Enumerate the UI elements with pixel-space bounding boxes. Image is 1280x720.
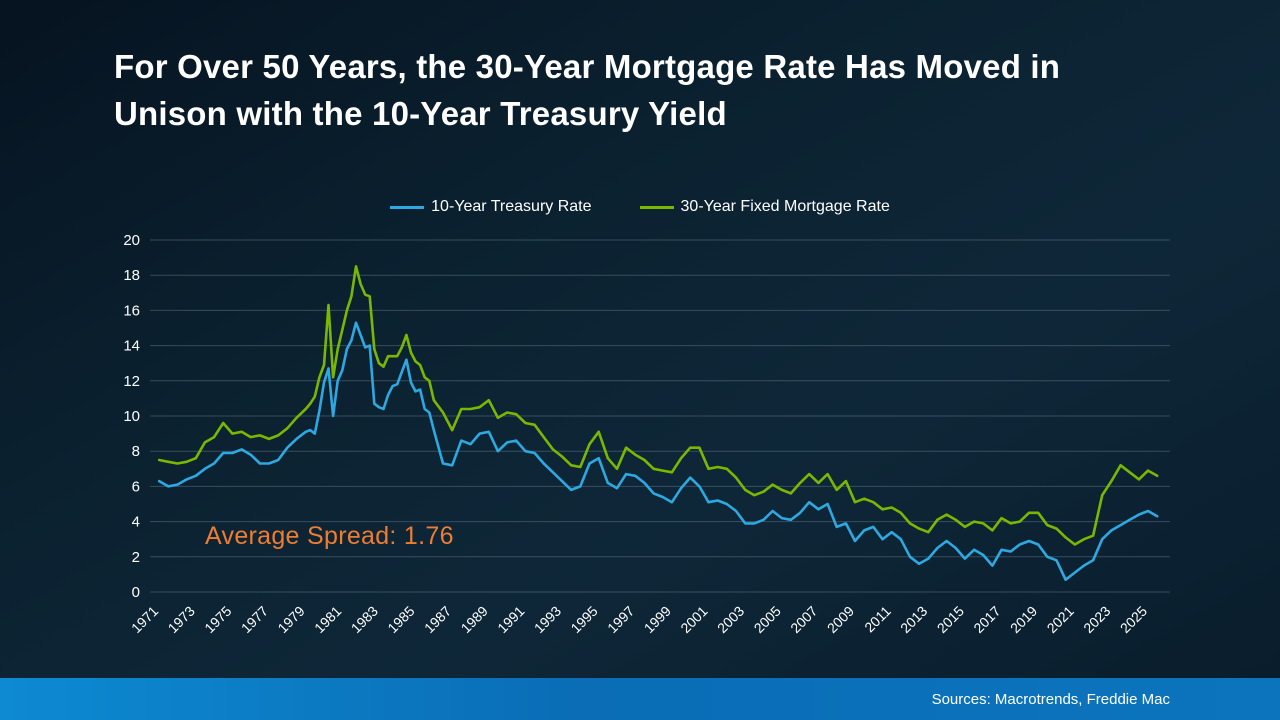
x-axis-tick-label: 1995 [567,603,600,636]
y-axis-tick-label: 8 [132,443,140,460]
y-axis-tick-label: 2 [132,549,140,566]
y-axis-tick-label: 12 [123,373,140,390]
x-axis-tick-label: 2005 [751,603,784,636]
x-axis-tick-label: 2023 [1080,603,1113,636]
x-axis-tick-label: 1997 [604,603,637,636]
y-axis-tick-label: 10 [123,408,140,425]
x-axis-tick-label: 1977 [238,603,271,636]
x-axis-tick-label: 2011 [861,603,894,636]
y-axis-tick-label: 4 [132,514,140,531]
x-axis-tick-label: 1985 [384,603,417,636]
x-axis-tick-label: 1989 [458,603,491,636]
y-axis-tick-label: 16 [123,302,140,319]
y-axis-tick-label: 0 [132,584,140,601]
legend-item-mortgage: 30-Year Fixed Mortgage Rate [639,198,890,216]
treasury-line-swatch [390,205,425,209]
x-axis-tick-label: 2025 [1117,603,1150,636]
y-axis-tick-label: 18 [123,267,140,284]
x-axis-tick-label: 2019 [1007,603,1040,636]
x-axis-tick-label: 1979 [274,603,307,636]
x-axis-tick-label: 2009 [824,603,857,636]
x-axis-tick-label: 2015 [934,603,967,636]
x-axis-tick-label: 1993 [531,603,564,636]
x-axis-tick-label: 1983 [348,603,381,636]
average-spread-annotation: Average Spread: 1.76 [205,522,454,550]
x-axis-tick-label: 2017 [970,603,1003,636]
line-chart: 0 2 4 6 8 10 12 14 16 18 20 1971 1973 1975 1977 1979 198… [100,228,1180,648]
x-axis-tick-label: 1987 [421,603,454,636]
x-axis-tick-label: 2021 [1044,603,1077,636]
x-axis-tick-label: 1973 [165,603,198,636]
legend-label-treasury: 10-Year Treasury Rate [431,198,592,215]
x-axis-tick-label: 1981 [311,603,344,636]
x-axis-tick-label: 2007 [787,603,820,636]
series-line-treasury [157,321,1159,582]
x-axis-tick-label: 2013 [897,603,930,636]
x-axis-tick-label: 1999 [641,603,674,636]
page-title: For Over 50 Years, the 30-Year Mortgage … [114,48,1061,132]
chart-legend: 10-Year Treasury Rate 30-Year Fixed Mort… [0,198,1280,216]
x-axis-tick-label: 1971 [128,603,161,636]
y-axis-tick-label: 6 [132,478,140,495]
footer-bar: Sources: Macrotrends, Freddie Mac [0,678,1280,720]
x-axis-tick-label: 1991 [494,603,527,636]
x-axis-tick-label: 1975 [201,603,234,636]
mortgage-line-swatch [639,205,674,209]
x-axis-tick-label: 2003 [714,603,747,636]
sources-note: Sources: Macrotrends, Freddie Mac [931,690,1170,708]
series-line-mortgage [157,265,1159,546]
x-axis-tick-label: 2001 [677,603,710,636]
legend-item-treasury: 10-Year Treasury Rate [390,198,592,216]
y-axis-tick-label: 20 [123,232,140,249]
y-axis-tick-label: 14 [123,338,140,355]
legend-label-mortgage: 30-Year Fixed Mortgage Rate [680,198,890,215]
